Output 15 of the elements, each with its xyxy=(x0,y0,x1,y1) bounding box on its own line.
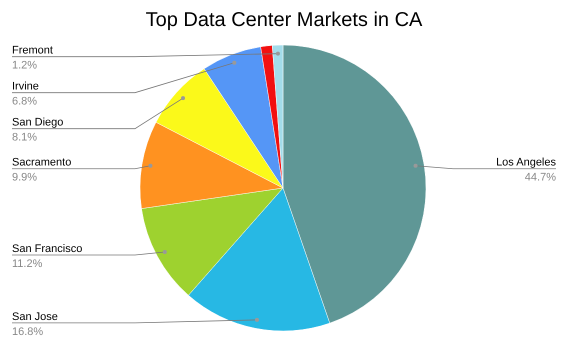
chart-title: Top Data Center Markets in CA xyxy=(146,9,424,31)
slice-label: San Francisco xyxy=(12,243,82,256)
slice-label: San Jose xyxy=(12,310,58,323)
data-label: 9.9% xyxy=(12,172,38,184)
slice-label: Los Angeles xyxy=(496,156,556,169)
data-label: 1.2% xyxy=(12,60,38,72)
data-label: 44.7% xyxy=(524,172,556,184)
slice-label: Sacramento xyxy=(12,156,72,169)
data-label: 16.8% xyxy=(12,326,44,338)
data-label: 6.8% xyxy=(12,96,38,108)
data-label: 11.2% xyxy=(12,258,43,270)
slice-label: San Diego xyxy=(12,116,64,129)
slice-label: Fremont xyxy=(12,44,53,57)
data-label: 8.1% xyxy=(12,132,38,144)
slice-label: Irvine xyxy=(12,80,39,93)
